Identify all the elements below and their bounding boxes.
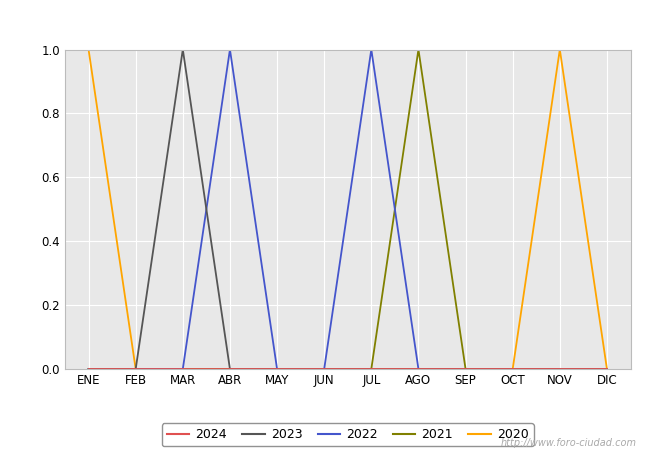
Text: Matriculaciones de Vehiculos en Vicién: Matriculaciones de Vehiculos en Vicién bbox=[164, 11, 486, 29]
Text: http://www.foro-ciudad.com: http://www.foro-ciudad.com bbox=[501, 438, 637, 448]
Legend: 2024, 2023, 2022, 2021, 2020: 2024, 2023, 2022, 2021, 2020 bbox=[162, 423, 534, 446]
